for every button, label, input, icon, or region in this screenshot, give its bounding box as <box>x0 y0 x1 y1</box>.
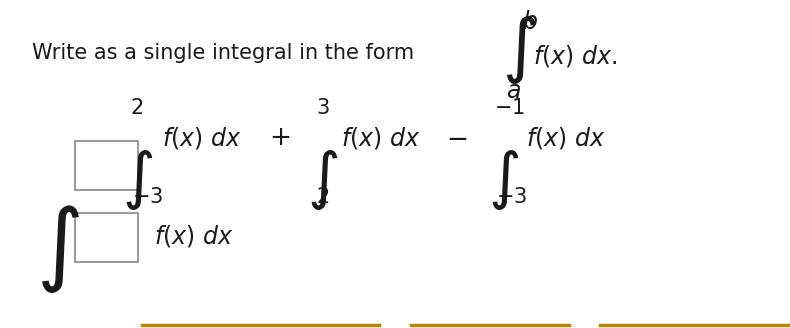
Text: $-$: $-$ <box>446 125 468 151</box>
Text: $-1$: $-1$ <box>494 98 525 118</box>
Text: $b$: $b$ <box>522 10 538 34</box>
Text: $f(x)\ dx$: $f(x)\ dx$ <box>154 223 234 249</box>
Text: $\int$: $\int$ <box>502 13 536 86</box>
Text: $\int$: $\int$ <box>122 148 154 212</box>
Text: $a$: $a$ <box>506 79 521 103</box>
Text: $+$: $+$ <box>269 125 290 151</box>
Text: $f(x)\ dx$: $f(x)\ dx$ <box>341 125 421 151</box>
FancyBboxPatch shape <box>75 213 138 262</box>
Text: $f(x)\ dx$: $f(x)\ dx$ <box>526 125 606 151</box>
Text: $f(x)\ dx$: $f(x)\ dx$ <box>162 125 242 151</box>
FancyBboxPatch shape <box>75 141 138 190</box>
Text: $\int$: $\int$ <box>307 148 338 212</box>
Text: $\int$: $\int$ <box>488 148 520 212</box>
Text: $3$: $3$ <box>316 98 329 118</box>
Text: $-3$: $-3$ <box>132 187 163 207</box>
Text: $2$: $2$ <box>316 187 329 207</box>
Text: $\int$: $\int$ <box>36 203 80 295</box>
Text: $-3$: $-3$ <box>496 187 527 207</box>
Text: $f(x)\ dx.$: $f(x)\ dx.$ <box>533 43 618 69</box>
Text: $2$: $2$ <box>130 98 144 118</box>
Text: Write as a single integral in the form: Write as a single integral in the form <box>32 43 414 63</box>
